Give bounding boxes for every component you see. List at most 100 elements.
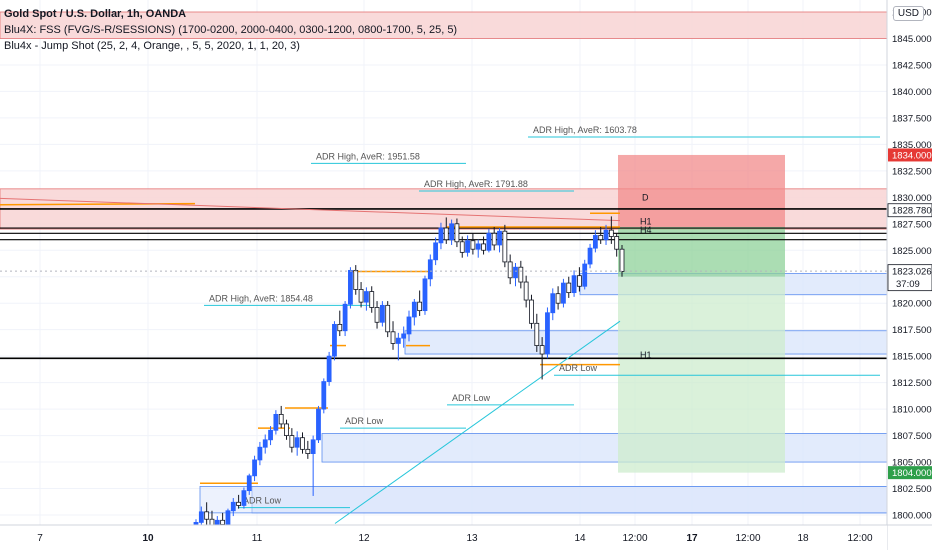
price-badge bbox=[887, 203, 932, 218]
candle-body bbox=[198, 511, 204, 523]
y-tick-label: 1842.500 bbox=[892, 60, 932, 71]
candle-body bbox=[427, 259, 433, 280]
y-tick-label: 1830.000 bbox=[892, 193, 932, 204]
candle-body bbox=[550, 293, 556, 314]
candle-body bbox=[443, 227, 449, 241]
y-tick-label: 1810.000 bbox=[892, 405, 932, 416]
x-tick-label: 12:00 bbox=[847, 533, 872, 544]
candle-body bbox=[433, 242, 439, 261]
y-tick-label: 1827.500 bbox=[892, 219, 932, 230]
x-tick-label: 11 bbox=[252, 533, 263, 544]
adr-label: ADR High, AveR: 1854.48 bbox=[209, 293, 313, 303]
demand-zone bbox=[321, 433, 888, 463]
candle-body bbox=[401, 333, 407, 339]
candle-body bbox=[507, 261, 513, 279]
candle-body bbox=[465, 240, 470, 253]
y-tick-label: 1845.000 bbox=[892, 34, 932, 45]
x-tick-label: 17 bbox=[686, 533, 698, 544]
candle-body bbox=[252, 459, 257, 477]
candle-body bbox=[470, 240, 476, 250]
candle-body bbox=[262, 439, 268, 448]
candle-body bbox=[278, 413, 284, 425]
y-tick-label: 1802.500 bbox=[892, 484, 932, 495]
candle-body bbox=[497, 230, 502, 246]
currency-badge[interactable]: USD bbox=[892, 6, 924, 21]
take-profit-box bbox=[618, 276, 785, 473]
candle-body bbox=[236, 501, 242, 506]
price-badge bbox=[887, 264, 932, 292]
x-tick-label: 7 bbox=[37, 533, 43, 544]
price-badge-label: 1823.026 bbox=[892, 267, 932, 278]
candle-body bbox=[241, 490, 247, 506]
x-tick-label: 12 bbox=[358, 533, 370, 544]
x-tick-label: 18 bbox=[797, 533, 809, 544]
x-tick-label: 13 bbox=[466, 533, 478, 544]
y-tick-label: 1825.000 bbox=[892, 246, 932, 257]
candle-body bbox=[379, 304, 385, 323]
candle-body bbox=[529, 299, 534, 324]
symbol-title[interactable]: Gold Spot / U.S. Dollar, 1h, OANDA bbox=[4, 8, 187, 20]
candle-body bbox=[555, 293, 561, 304]
candle-body bbox=[475, 243, 481, 250]
candle-body bbox=[321, 381, 327, 410]
price-badge-label: 1828.780 bbox=[892, 206, 932, 217]
candle-body bbox=[523, 281, 529, 301]
level-tag: H1 bbox=[640, 350, 652, 360]
price-badge-label: 1834.000 bbox=[892, 150, 932, 161]
candle-body bbox=[225, 510, 231, 525]
indicator-fss-label[interactable]: Blu4X: FSS (FVG/S-R/SESSIONS) (1700-0200… bbox=[4, 24, 458, 36]
y-tick-label: 1815.000 bbox=[892, 352, 932, 363]
price-badge bbox=[888, 148, 932, 162]
candle-body bbox=[422, 278, 428, 312]
stop-loss-box bbox=[618, 154, 785, 227]
candle-body bbox=[481, 243, 486, 251]
candle-body bbox=[273, 413, 279, 431]
adr-label: ADR High, AveR: 1951.58 bbox=[316, 151, 420, 161]
candle-body bbox=[220, 519, 226, 525]
candle-body bbox=[545, 312, 550, 355]
candle-body bbox=[459, 241, 465, 253]
countdown-label: 37:09 bbox=[896, 279, 920, 290]
x-tick-label: 12:00 bbox=[735, 533, 760, 544]
candle-body bbox=[257, 446, 263, 461]
candle-body bbox=[502, 230, 508, 263]
x-tick-label: 12:00 bbox=[622, 533, 647, 544]
diagonal-line bbox=[0, 197, 621, 222]
candle-body bbox=[246, 475, 252, 492]
candle-body bbox=[369, 291, 375, 308]
y-tick-label: 1832.500 bbox=[892, 166, 932, 177]
candle-body bbox=[268, 429, 273, 441]
candle-body bbox=[326, 355, 332, 382]
candle-body bbox=[491, 232, 497, 246]
candle-body bbox=[603, 229, 609, 241]
indicator-jump-shot-label[interactable]: Blu4x - Jump Shot (25, 2, 4, Orange, , 5… bbox=[4, 40, 300, 52]
candle-body bbox=[363, 291, 369, 303]
candle-body bbox=[353, 269, 359, 290]
price-badge bbox=[888, 466, 932, 480]
candle-body bbox=[204, 511, 210, 520]
candle-body bbox=[411, 301, 417, 318]
level-tag: H1 bbox=[640, 217, 652, 227]
y-tick-label: 1800.000 bbox=[892, 511, 932, 522]
demand-zone bbox=[199, 486, 888, 514]
candle-body bbox=[486, 232, 492, 251]
y-tick-label: 1805.000 bbox=[892, 458, 932, 469]
candle-body bbox=[534, 322, 540, 346]
y-tick-label: 1817.500 bbox=[892, 325, 932, 336]
candle-body bbox=[289, 435, 295, 448]
candle-body bbox=[230, 501, 236, 512]
candle-body bbox=[438, 227, 444, 244]
y-tick-label: 1812.500 bbox=[892, 378, 932, 389]
candle-body bbox=[561, 282, 566, 304]
candle-body bbox=[513, 266, 518, 279]
time-axis bbox=[0, 525, 887, 550]
level-tag: H4 bbox=[640, 225, 652, 235]
level-tag: D bbox=[642, 193, 649, 203]
candle-body bbox=[294, 437, 300, 448]
candle-body bbox=[539, 345, 545, 355]
candle-body bbox=[342, 303, 348, 332]
candle-body bbox=[390, 331, 396, 344]
x-tick-label: 14 bbox=[574, 533, 586, 544]
candle-body bbox=[587, 247, 593, 265]
